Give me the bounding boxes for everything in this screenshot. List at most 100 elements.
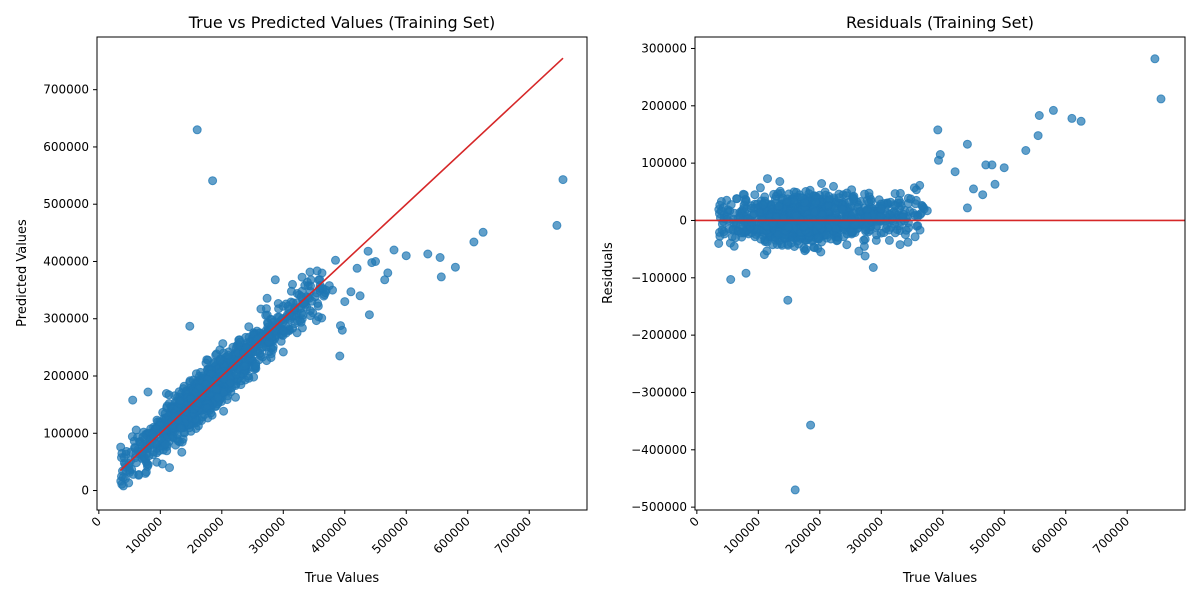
outlier-point [363, 246, 373, 256]
data-point [872, 221, 882, 231]
data-point [904, 223, 913, 233]
outlier-point [978, 190, 988, 200]
left-y-axis-label: Predicted Values [15, 219, 30, 327]
data-point [782, 197, 792, 207]
data-point [152, 457, 162, 467]
outlier-point [389, 245, 399, 255]
x-tick-label: 300000 [844, 514, 886, 556]
data-point [860, 234, 870, 244]
outlier-point [716, 197, 726, 206]
y-tick-label: 300000 [641, 41, 687, 55]
y-tick-label: 0 [679, 213, 687, 227]
x-tick-label: 400000 [308, 514, 350, 556]
outlier-point [478, 227, 488, 237]
right-plot-area: 0 100000 200000 300000 400000 500000 600000 700… [631, 36, 1186, 557]
x-tick-label: 100000 [721, 514, 763, 556]
data-point [911, 185, 921, 195]
outlier-point [790, 485, 800, 495]
data-point [810, 243, 819, 253]
data-point [846, 214, 856, 224]
data-point [278, 326, 288, 336]
data-point [881, 224, 891, 234]
data-point [834, 193, 844, 203]
outlier-point [935, 150, 945, 159]
outlier-point [990, 179, 1000, 189]
outlier-point [981, 160, 991, 170]
data-point [239, 361, 249, 371]
data-point [222, 395, 232, 405]
data-point [121, 447, 131, 456]
data-point [799, 222, 809, 232]
outlier-point [118, 481, 128, 491]
data-point [913, 212, 923, 222]
left-points [116, 125, 568, 491]
outlier-point [558, 175, 568, 185]
data-point [185, 394, 195, 403]
data-point [231, 370, 241, 379]
data-point [918, 202, 928, 212]
data-point [910, 232, 920, 242]
data-point [903, 198, 913, 208]
outlier-point [469, 237, 479, 247]
data-point [305, 306, 315, 316]
data-point [736, 228, 746, 238]
data-point [915, 225, 925, 235]
x-tick-label: 0 [687, 514, 702, 529]
data-point [236, 376, 246, 386]
data-point [895, 240, 905, 250]
y-tick-label: 600000 [43, 140, 89, 154]
outlier-point [423, 249, 433, 259]
outlier-point [763, 174, 772, 184]
data-point [298, 310, 308, 320]
x-tick-label: 200000 [185, 514, 227, 556]
data-point [860, 251, 870, 261]
outlier-point [741, 268, 751, 278]
outlier-point [775, 177, 785, 186]
x-tick-label: 300000 [246, 514, 288, 556]
x-tick-label: 0 [89, 514, 104, 529]
outlier-point [1033, 131, 1043, 141]
data-point [263, 318, 272, 328]
data-point [258, 342, 268, 352]
data-point [313, 312, 323, 322]
data-point [800, 246, 810, 256]
outlier-point [962, 203, 972, 213]
outlier-point [355, 291, 365, 301]
data-point [762, 246, 772, 256]
data-point [783, 240, 793, 250]
data-point [138, 432, 148, 442]
outlier-point [1067, 113, 1077, 123]
data-point [755, 183, 765, 193]
data-point [811, 198, 821, 208]
outlier-point [331, 255, 340, 265]
outlier-point [278, 347, 288, 357]
data-point [191, 369, 201, 379]
outlier-point [933, 125, 943, 135]
y-tick-label: 200000 [641, 99, 687, 113]
outlier-point [288, 279, 297, 289]
data-point [736, 220, 745, 230]
x-tick-label: 100000 [123, 514, 165, 556]
data-point [863, 212, 872, 221]
y-tick-label: 300000 [43, 312, 89, 326]
x-tick-label: 700000 [492, 514, 534, 556]
y-tick-label: −500000 [631, 500, 687, 514]
outlier-point [306, 275, 316, 285]
data-point [297, 323, 307, 333]
right-y-axis-label: Residuals [601, 242, 616, 304]
outlier-point [337, 325, 347, 335]
right-chart-title: Residuals (Training Set) [846, 13, 1034, 32]
data-point [743, 214, 753, 224]
data-point [800, 198, 810, 208]
data-point [181, 407, 190, 417]
data-point [206, 408, 216, 418]
outlier-point [435, 253, 445, 262]
data-point [768, 240, 778, 250]
x-tick-label: 400000 [906, 514, 948, 556]
data-point [746, 203, 756, 213]
data-point [905, 206, 915, 216]
outlier-point [732, 194, 742, 204]
outlier-point [177, 447, 187, 457]
x-tick-label: 600000 [431, 514, 473, 556]
data-point [307, 296, 317, 306]
